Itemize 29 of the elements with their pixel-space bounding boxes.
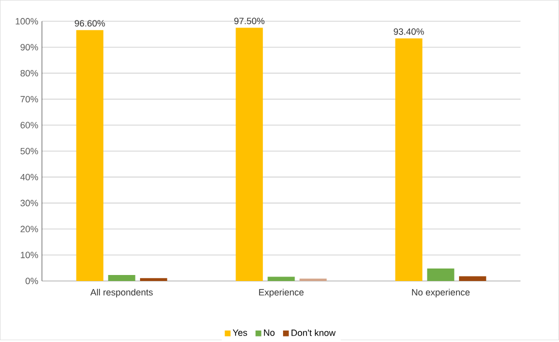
- x-tick-label: No experience: [412, 289, 470, 298]
- data-label: 96.60%: [74, 20, 105, 27]
- bar: [140, 278, 168, 282]
- bar: [427, 268, 454, 282]
- legend-label: Don't know: [292, 330, 336, 336]
- y-tick-label: 60%: [20, 122, 38, 129]
- y-tick-label: 30%: [20, 200, 38, 207]
- bar: [268, 277, 295, 282]
- x-tick-label: Experience: [259, 289, 304, 298]
- data-label: 93.40%: [394, 28, 424, 36]
- bar: [76, 30, 104, 282]
- bar: [300, 278, 327, 282]
- y-tick-label: 70%: [20, 96, 38, 103]
- data-label: 97.50%: [234, 18, 264, 24]
- x-tick-label: All respondents: [90, 289, 153, 298]
- bar: [395, 38, 422, 282]
- y-tick-label: 0%: [26, 278, 38, 284]
- y-tick-label: 40%: [20, 174, 38, 181]
- y-tick-label: 20%: [20, 226, 38, 232]
- bar: [459, 276, 486, 282]
- legend-label: No: [264, 330, 275, 336]
- y-tick-label: 10%: [20, 252, 38, 258]
- bar: [108, 275, 136, 282]
- y-tick-label: 50%: [20, 148, 38, 155]
- bar: [236, 28, 263, 282]
- y-tick-label: 80%: [20, 70, 38, 77]
- legend-label: Yes: [232, 330, 248, 336]
- y-tick-label: 90%: [20, 44, 38, 51]
- y-tick-label: 100%: [16, 18, 38, 25]
